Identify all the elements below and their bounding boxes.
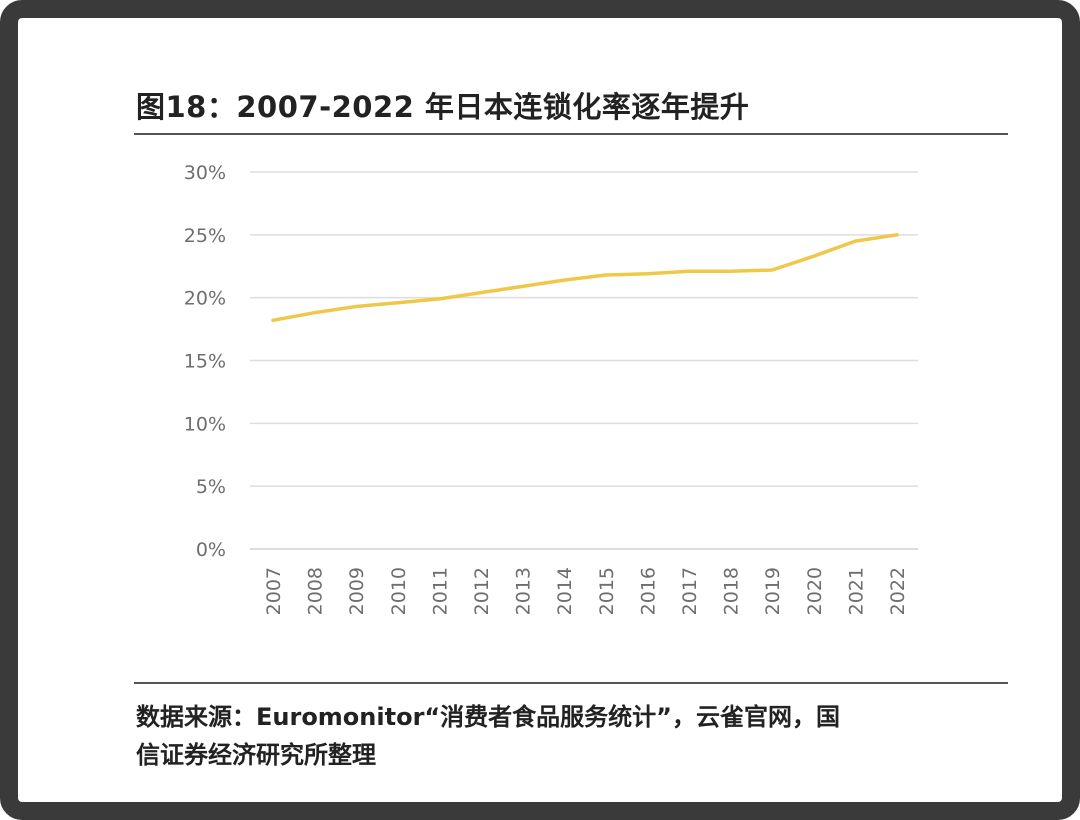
x-tick-label: 2010 [388, 567, 410, 615]
line-chart: 0% 5% 10% 15% 20% 25% 30% 2007 2008 2009 2010 2011 2… [184, 162, 918, 615]
y-tick-label: 20% [184, 288, 226, 310]
title-rule [134, 133, 1008, 135]
x-tick-label: 2020 [804, 567, 826, 615]
x-tick-label: 2011 [429, 567, 451, 615]
x-tick-label: 2009 [346, 567, 368, 615]
x-tick-label: 2007 [263, 567, 285, 615]
x-tick-label: 2008 [305, 567, 327, 615]
source-note: 数据来源：Euromonitor“消费者食品服务统计”，云雀官网，国 信证券经济… [136, 698, 1016, 774]
source-line-1: 数据来源：Euromonitor“消费者食品服务统计”，云雀官网，国 [136, 703, 840, 731]
series-line [271, 233, 899, 323]
x-tick-label: 2014 [554, 567, 576, 615]
y-tick-label: 15% [184, 351, 226, 373]
chart-title: 图18：2007-2022 年日本连锁化率逐年提升 [136, 90, 750, 124]
x-tick-label: 2013 [513, 567, 535, 615]
x-tick-label: 2022 [887, 567, 909, 615]
x-tick-label: 2012 [471, 567, 493, 615]
x-tick-label: 2015 [596, 567, 618, 615]
x-tick-label: 2016 [637, 567, 659, 615]
y-tick-label: 30% [184, 162, 226, 184]
y-tick-label: 0% [196, 539, 226, 561]
x-tick-label: 2017 [679, 567, 701, 615]
y-tick-label: 5% [196, 476, 226, 498]
y-tick-label: 10% [184, 413, 226, 435]
x-tick-label: 2021 [845, 567, 867, 615]
x-tick-label: 2018 [721, 567, 743, 615]
y-tick-label: 25% [184, 225, 226, 247]
x-tick-label: 2019 [762, 567, 784, 615]
source-line-2: 信证券经济研究所整理 [136, 741, 376, 769]
source-rule [134, 682, 1008, 684]
